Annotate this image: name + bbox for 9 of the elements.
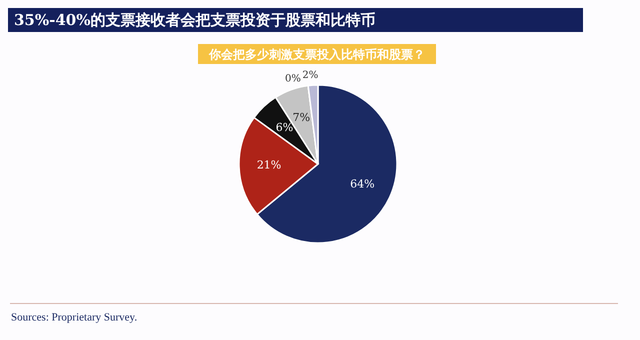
data-label: 2%: [302, 70, 318, 81]
source-note: Sources: Proprietary Survey.: [11, 312, 138, 324]
data-label: 6%: [276, 121, 294, 134]
chart-subtitle: 你会把多少刺激支票投入比特币和股票？: [208, 47, 425, 62]
data-label: 64%: [350, 178, 375, 191]
data-label: 7%: [292, 110, 310, 124]
text: 0%: [284, 73, 301, 84]
chart-title: 35%-40%的支票接收者会把支票投资于股票和比特币: [14, 10, 376, 29]
data-label: 21%: [256, 158, 282, 172]
